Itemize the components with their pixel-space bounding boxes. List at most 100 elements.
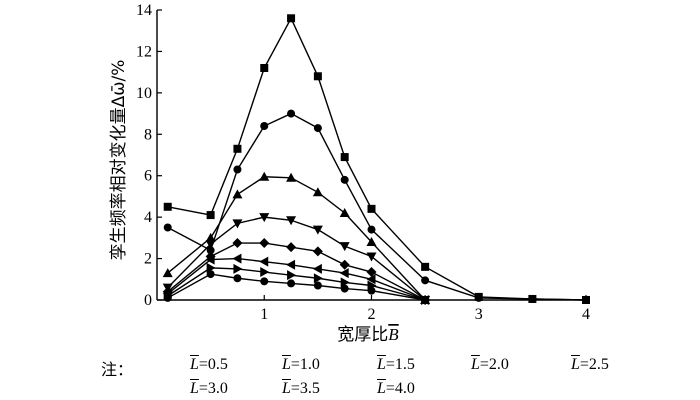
series-8 xyxy=(163,270,430,304)
data-point xyxy=(339,268,349,279)
data-point xyxy=(528,294,537,303)
series-line xyxy=(167,112,587,301)
y-tick-label: 14 xyxy=(136,2,152,19)
data-point xyxy=(233,274,242,283)
data-point xyxy=(313,124,322,133)
data-point xyxy=(163,202,172,211)
data-point xyxy=(233,144,242,153)
data-point xyxy=(205,232,216,242)
data-point xyxy=(313,72,322,81)
legend-symbol: L xyxy=(190,380,199,397)
data-point xyxy=(312,263,322,274)
legend-value: =1.0 xyxy=(290,356,320,373)
data-point xyxy=(233,263,243,274)
series-line xyxy=(167,273,426,301)
data-point xyxy=(287,109,296,118)
data-point xyxy=(259,171,270,181)
legend-symbol: L xyxy=(377,380,386,397)
data-point xyxy=(260,277,269,286)
legend-prefix: 注： xyxy=(101,362,134,379)
data-point xyxy=(162,268,173,278)
data-point xyxy=(286,172,297,182)
legend-item: L=2.0 xyxy=(471,356,509,374)
data-point xyxy=(366,274,376,285)
legend-symbol: L xyxy=(471,356,480,373)
y-tick-label: 8 xyxy=(144,126,152,143)
data-point xyxy=(340,284,349,293)
data-point xyxy=(205,254,215,265)
data-point xyxy=(286,216,297,226)
data-point xyxy=(340,153,349,162)
legend-symbol: L xyxy=(377,356,386,373)
legend-symbol: L xyxy=(571,356,580,373)
data-point xyxy=(312,246,323,257)
series-line xyxy=(167,16,587,301)
y-tick-label: 2 xyxy=(144,251,152,268)
data-point xyxy=(367,286,376,295)
data-point xyxy=(260,267,270,278)
data-point xyxy=(421,296,430,304)
data-point xyxy=(287,14,296,23)
data-point xyxy=(367,225,376,234)
legend-symbol: L xyxy=(282,356,291,373)
x-axis-title-text: 宽厚比 xyxy=(337,325,388,345)
legend-item: L=0.5 xyxy=(190,356,228,374)
legend-value: =3.5 xyxy=(290,380,320,397)
data-point xyxy=(313,273,323,284)
data-point xyxy=(206,246,215,255)
y-tick-label: 4 xyxy=(144,209,152,226)
data-point xyxy=(286,259,296,270)
data-point xyxy=(259,256,269,267)
y-tick-label: 6 xyxy=(144,168,152,185)
legend-value: =0.5 xyxy=(198,356,228,373)
data-point xyxy=(340,175,349,184)
legend-symbol: L xyxy=(282,380,291,397)
data-point xyxy=(232,253,242,264)
data-point xyxy=(312,187,323,197)
y-tick-label: 0 xyxy=(144,292,152,309)
data-point xyxy=(312,225,323,235)
x-tick-label: 2 xyxy=(368,306,376,323)
legend-item: L=2.5 xyxy=(571,356,609,374)
x-tick-label: 1 xyxy=(260,306,268,323)
x-tick-label: 3 xyxy=(475,306,483,323)
x-axis-title: 宽厚比B xyxy=(337,325,399,345)
legend-value: =2.5 xyxy=(579,356,609,373)
data-point xyxy=(367,204,376,213)
data-point xyxy=(260,122,269,130)
data-point xyxy=(421,276,430,285)
data-point xyxy=(259,213,270,223)
data-point xyxy=(366,252,377,262)
data-point xyxy=(232,238,243,249)
data-point xyxy=(259,238,270,249)
data-point xyxy=(339,259,350,270)
legend-item: L=1.5 xyxy=(377,356,415,374)
legend-value: =1.5 xyxy=(385,356,415,373)
legend-value: =2.0 xyxy=(479,356,509,373)
legend-item: L=1.0 xyxy=(282,356,320,374)
data-point xyxy=(339,208,350,217)
data-point xyxy=(163,223,172,232)
series-line xyxy=(167,176,426,301)
legend-item: L=3.0 xyxy=(190,380,228,398)
y-tick-label: 10 xyxy=(136,85,152,102)
data-point xyxy=(206,211,215,220)
y-axis-title: 孪生频率相对变化量Δω̄/% xyxy=(109,60,129,261)
data-point xyxy=(233,165,242,174)
data-point xyxy=(163,293,172,302)
data-point xyxy=(313,281,322,290)
data-point xyxy=(206,262,216,273)
data-point xyxy=(366,267,377,278)
legend-symbol: L xyxy=(190,356,199,373)
data-point xyxy=(340,277,350,288)
data-point xyxy=(339,242,350,252)
data-point xyxy=(206,270,215,279)
data-point xyxy=(287,279,296,288)
series-layer xyxy=(162,14,590,305)
data-point xyxy=(205,240,216,250)
series-2 xyxy=(163,109,590,304)
data-point xyxy=(287,270,297,281)
legend-value: =3.0 xyxy=(198,380,228,397)
